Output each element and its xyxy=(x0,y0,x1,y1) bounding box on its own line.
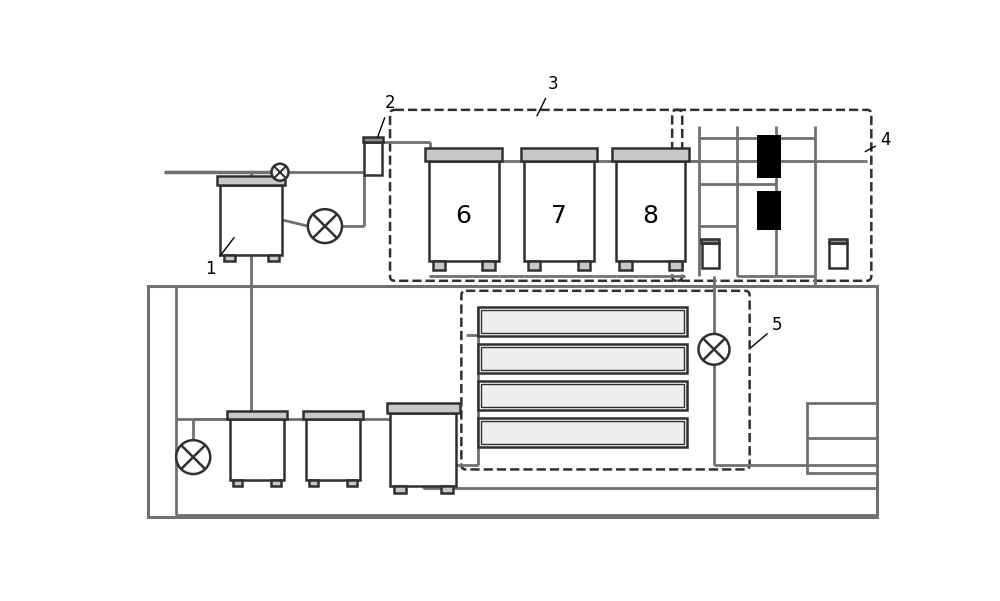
Bar xyxy=(612,148,689,160)
Bar xyxy=(481,347,684,370)
Bar xyxy=(394,486,406,493)
Bar xyxy=(230,419,284,480)
Bar xyxy=(429,160,499,261)
Bar xyxy=(528,261,540,270)
Text: 8: 8 xyxy=(642,204,658,228)
Bar xyxy=(224,255,235,261)
Bar xyxy=(702,243,719,267)
Bar xyxy=(148,286,877,517)
Circle shape xyxy=(271,163,289,181)
Bar xyxy=(478,307,687,336)
Bar xyxy=(807,403,877,472)
Bar xyxy=(364,142,382,174)
Bar xyxy=(757,135,781,178)
Bar xyxy=(387,403,460,413)
Bar xyxy=(619,261,632,270)
Text: 6: 6 xyxy=(456,204,472,228)
Circle shape xyxy=(698,334,730,365)
Bar xyxy=(669,261,682,270)
Bar xyxy=(521,148,597,160)
Bar xyxy=(390,413,456,486)
Bar xyxy=(217,176,285,185)
Bar xyxy=(347,480,357,486)
Bar xyxy=(441,486,453,493)
Bar xyxy=(220,185,282,255)
Bar xyxy=(268,255,279,261)
Bar xyxy=(616,160,685,261)
Bar xyxy=(309,480,318,486)
Bar xyxy=(227,410,287,419)
Text: 4: 4 xyxy=(865,131,891,151)
Bar xyxy=(303,410,363,419)
Bar xyxy=(306,419,360,480)
Bar xyxy=(481,310,684,333)
Bar xyxy=(478,418,687,447)
Bar xyxy=(271,480,281,486)
Text: 2: 2 xyxy=(378,94,395,136)
Text: 5: 5 xyxy=(751,316,783,347)
Bar xyxy=(524,160,594,261)
Bar xyxy=(482,261,495,270)
Bar xyxy=(481,421,684,444)
Bar xyxy=(478,381,687,410)
Bar xyxy=(829,243,847,267)
Bar xyxy=(481,384,684,407)
Bar xyxy=(757,192,781,230)
Bar xyxy=(478,344,687,373)
Bar xyxy=(363,138,383,142)
Text: 7: 7 xyxy=(551,204,567,228)
Bar xyxy=(425,148,502,160)
Text: 3: 3 xyxy=(537,75,558,116)
Bar xyxy=(578,261,590,270)
Bar xyxy=(701,239,719,243)
Circle shape xyxy=(176,440,210,474)
Bar xyxy=(233,480,242,486)
Text: 1: 1 xyxy=(205,237,234,278)
Circle shape xyxy=(308,209,342,243)
Bar xyxy=(829,239,847,243)
Bar xyxy=(433,261,445,270)
